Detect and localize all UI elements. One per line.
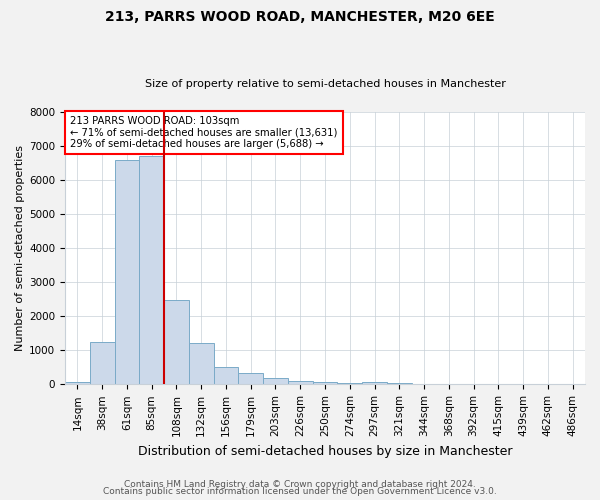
X-axis label: Distribution of semi-detached houses by size in Manchester: Distribution of semi-detached houses by … (138, 444, 512, 458)
Text: 213, PARRS WOOD ROAD, MANCHESTER, M20 6EE: 213, PARRS WOOD ROAD, MANCHESTER, M20 6E… (105, 10, 495, 24)
Bar (263, 378, 288, 384)
Y-axis label: Number of semi-detached properties: Number of semi-detached properties (15, 145, 25, 351)
Bar (362, 382, 387, 384)
Bar (65, 382, 90, 384)
Bar (90, 342, 115, 384)
Bar (139, 156, 164, 384)
Bar (164, 300, 189, 384)
Bar (214, 366, 238, 384)
Bar (115, 160, 139, 384)
Bar (238, 373, 263, 384)
Text: Contains HM Land Registry data © Crown copyright and database right 2024.: Contains HM Land Registry data © Crown c… (124, 480, 476, 489)
Bar (337, 383, 362, 384)
Text: 213 PARRS WOOD ROAD: 103sqm
← 71% of semi-detached houses are smaller (13,631)
2: 213 PARRS WOOD ROAD: 103sqm ← 71% of sem… (70, 116, 338, 150)
Title: Size of property relative to semi-detached houses in Manchester: Size of property relative to semi-detach… (145, 79, 505, 89)
Bar (313, 382, 337, 384)
Text: Contains public sector information licensed under the Open Government Licence v3: Contains public sector information licen… (103, 487, 497, 496)
Bar (288, 380, 313, 384)
Bar (189, 344, 214, 384)
Bar (387, 383, 412, 384)
